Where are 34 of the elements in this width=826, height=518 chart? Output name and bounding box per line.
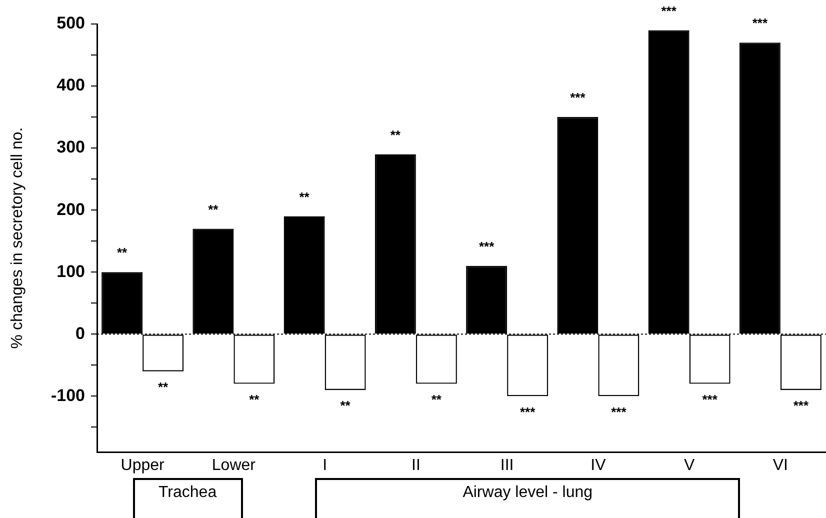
x-tick-label: VI bbox=[772, 457, 788, 474]
y-tick-label: 200 bbox=[56, 200, 85, 219]
text: Trachea bbox=[132, 478, 243, 518]
annotation: *** bbox=[661, 3, 678, 18]
annotation: *** bbox=[570, 90, 586, 106]
y-axis-title: % changes in secretory cell no. bbox=[9, 127, 26, 349]
annotation: ** bbox=[116, 245, 128, 260]
x-tick-label: III bbox=[500, 457, 514, 474]
y-tick-label: 400 bbox=[56, 76, 85, 95]
annotation: *** bbox=[478, 238, 496, 254]
annotation: ** bbox=[249, 392, 260, 407]
annotation: ** bbox=[299, 189, 310, 204]
annotation: ** bbox=[340, 398, 352, 414]
x-tick-label: I bbox=[322, 457, 328, 474]
x-tick-label: II bbox=[411, 457, 420, 474]
y-tick-label: 100 bbox=[56, 262, 85, 281]
y-tick-label: 300 bbox=[56, 138, 85, 157]
annotation: *** bbox=[702, 392, 718, 407]
annotation: *** bbox=[793, 398, 810, 414]
text: Airway level - lung bbox=[314, 478, 740, 518]
y-tick-label: 500 bbox=[56, 14, 85, 33]
x-tick-label: Upper bbox=[120, 457, 166, 474]
annotation: *** bbox=[752, 16, 768, 31]
annotation: ** bbox=[158, 379, 170, 394]
annotation: ** bbox=[431, 392, 442, 407]
annotation: ** bbox=[208, 202, 220, 217]
annotation: *** bbox=[520, 404, 536, 420]
y-tick-label: -100 bbox=[50, 386, 85, 405]
x-tick-label: IV bbox=[590, 457, 606, 474]
x-tick-label: V bbox=[684, 457, 695, 474]
x-tick-label: Lower bbox=[212, 457, 256, 474]
annotation: *** bbox=[611, 404, 628, 420]
annotation: ** bbox=[390, 127, 402, 142]
y-tick-label: 0 bbox=[76, 324, 85, 343]
